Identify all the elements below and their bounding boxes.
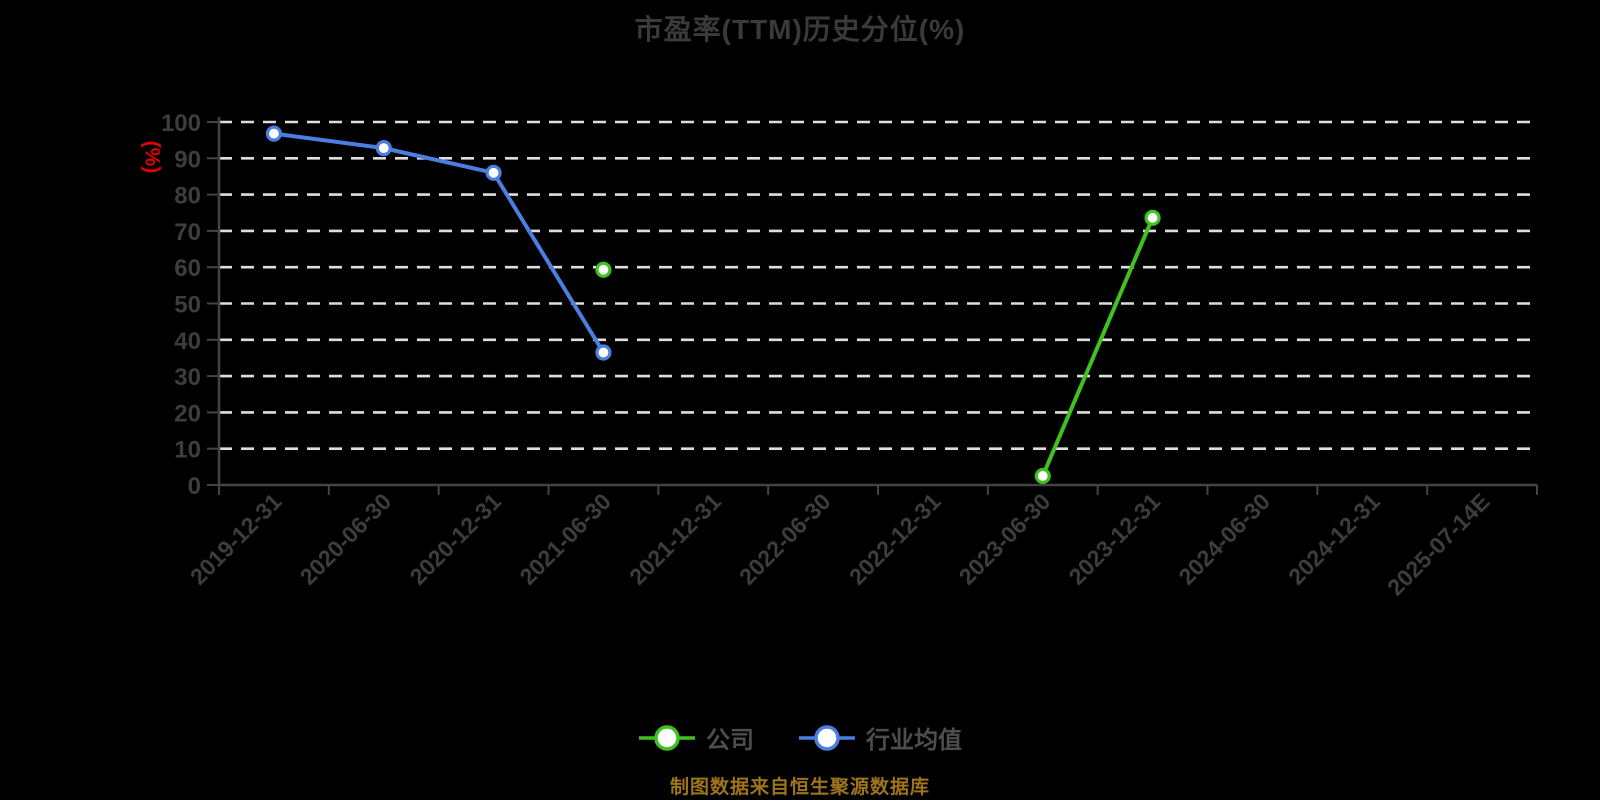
industry-average-point-2019-12-31 xyxy=(265,125,283,142)
x-tick-label-2023-12-31: 2023-12-31 xyxy=(1064,488,1166,590)
y-tick-label-80: 80 xyxy=(174,183,201,210)
industry-average-point-2020-06-30 xyxy=(375,140,392,157)
industry-average-point-2020-12-31 xyxy=(485,164,502,181)
line-chart-plot-area: 0 10 20 30 40 50 60 70 80 90 100 2019-12-31 2020-06-… xyxy=(141,110,1538,601)
y-tick-label-90: 90 xyxy=(174,146,201,173)
y-tick-label-30: 30 xyxy=(174,364,201,391)
chart-title: 市盈率(TTM)历史分位(%) xyxy=(634,14,966,45)
company-point-2023-12-31 xyxy=(1144,209,1161,226)
legend-label-industry-average: 行业均值 xyxy=(866,727,962,754)
y-tick-label-60: 60 xyxy=(174,255,201,282)
x-tick-label-2022-12-31: 2022-12-31 xyxy=(844,488,946,590)
legend-marker-company xyxy=(639,724,695,751)
x-tick-label-2019-12-31: 2019-12-31 xyxy=(185,488,287,590)
y-tick-label-10: 10 xyxy=(174,437,201,464)
x-tick-label-2025-07-14E: 2025-07-14E xyxy=(1382,488,1494,600)
x-tick-label-2020-06-30: 2020-06-30 xyxy=(295,488,397,590)
company-point-2023-06-30 xyxy=(1034,467,1051,485)
y-axis-unit-label: (%) xyxy=(141,141,164,174)
x-tick-label-2022-06-30: 2022-06-30 xyxy=(734,488,836,590)
legend-item-company: 公司 xyxy=(638,720,754,755)
x-tick-label-2021-06-30: 2021-06-30 xyxy=(514,488,616,590)
x-tick-label-2020-12-31: 2020-12-31 xyxy=(405,488,507,590)
legend-marker-industry-average xyxy=(799,724,855,751)
company-point-2021-06-30 xyxy=(595,261,612,278)
legend-item-industry-average: 行业均值 xyxy=(798,720,962,755)
x-tick-label-2023-06-30: 2023-06-30 xyxy=(954,488,1056,590)
y-tick-label-70: 70 xyxy=(174,219,201,246)
legend-label-company: 公司 xyxy=(706,727,754,754)
chart-legend: 公司 行业均值 xyxy=(0,720,1600,755)
y-tick-label-40: 40 xyxy=(174,328,201,355)
x-tick-label-2024-12-31: 2024-12-31 xyxy=(1283,488,1385,590)
industry-average-line xyxy=(271,131,606,355)
x-tick-label-2021-12-31: 2021-12-31 xyxy=(624,488,726,590)
data-source-note: 制图数据来自恒生聚源数据库 xyxy=(669,777,930,798)
y-tick-label-20: 20 xyxy=(174,400,201,427)
y-tick-label-100: 100 xyxy=(161,110,201,137)
x-tick-label-2024-06-30: 2024-06-30 xyxy=(1173,488,1275,590)
company-line xyxy=(1040,215,1155,478)
y-tick-label-50: 50 xyxy=(174,292,201,319)
y-tick-label-0: 0 xyxy=(188,473,201,500)
industry-average-point-2021-06-30 xyxy=(595,344,612,361)
